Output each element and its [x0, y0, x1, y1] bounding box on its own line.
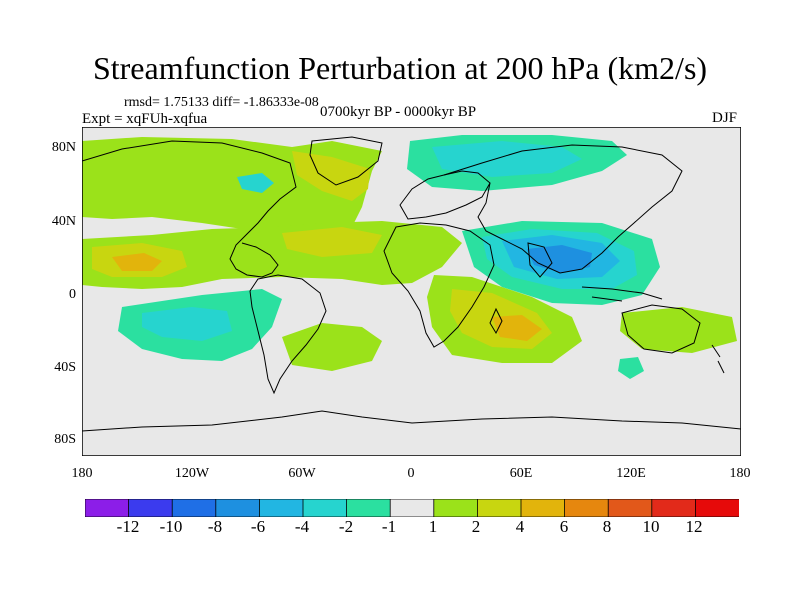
coastline-indonesia — [581, 286, 663, 302]
colorbar-label: -1 — [381, 517, 397, 536]
lon-tick-120w: 120W — [174, 466, 210, 481]
colorbar-label: 2 — [471, 517, 481, 536]
lat-tick-40n: 40N — [51, 214, 76, 229]
contour-region-atlantic-yellow — [282, 227, 382, 257]
experiment-label: Expt = xqFUh-xqfua — [82, 111, 208, 127]
colorbar-label: -4 — [294, 517, 310, 536]
colorbar-label: 8 — [602, 517, 612, 536]
contour-region-north-atlantic-mid — [292, 151, 370, 201]
lon-tick-180e: 180 — [729, 466, 751, 481]
coastlines — [82, 136, 741, 432]
lat-tick-0: 0 — [69, 287, 76, 302]
colorbar-label: -8 — [207, 517, 223, 536]
colorbar-label: -12 — [116, 517, 140, 536]
colorbar-swatch — [128, 499, 174, 517]
colorbar-label: -6 — [250, 517, 266, 536]
colorbar — [85, 499, 739, 517]
lat-tick-40s: 40S — [54, 360, 76, 375]
contour-fill-layer — [82, 135, 737, 379]
lon-tick-60e: 60E — [509, 466, 533, 481]
colorbar-swatch — [695, 499, 739, 517]
colorbar-swatch — [346, 499, 392, 517]
coastline-greenland — [309, 136, 383, 186]
colorbar-swatch — [302, 499, 348, 517]
colorbar-label: -10 — [159, 517, 183, 536]
colorbar-label: 1 — [428, 517, 438, 536]
contour-region-asia-negative-deep — [527, 245, 592, 273]
colorbar-swatch — [651, 499, 697, 517]
map-panel — [82, 127, 741, 456]
coastline-south-america — [249, 274, 327, 395]
season-label: DJF — [712, 110, 738, 126]
contour-region-siberia-inner — [432, 141, 582, 177]
lat-tick-80n: 80N — [51, 140, 76, 155]
colorbar-label: 10 — [642, 517, 660, 536]
contour-region-south-pacific-inner — [142, 307, 232, 341]
colorbar-swatch — [564, 499, 610, 517]
lon-tick-180w: 180 — [71, 466, 93, 481]
coastline-new-zealand — [711, 344, 725, 374]
colorbar-label: -2 — [338, 517, 354, 536]
colorbar-swatch — [85, 499, 130, 517]
colorbar-label: 12 — [685, 517, 703, 536]
coastline-india — [527, 242, 553, 278]
contour-region-indian-ocean-orange — [492, 315, 542, 341]
colorbar-label: 6 — [559, 517, 569, 536]
colorbar-swatch — [607, 499, 653, 517]
colorbar-swatch — [433, 499, 479, 517]
period-label: 0700kyr BP - 0000kyr BP — [320, 104, 477, 120]
colorbar-swatch — [476, 499, 522, 517]
coastline-north-america — [82, 140, 297, 278]
colorbar-label: 4 — [515, 517, 525, 536]
colorbar-swatch — [215, 499, 261, 517]
contour-region-tasman-negative — [618, 357, 644, 379]
page-title: Streamfunction Perturbation at 200 hPa (… — [92, 50, 708, 86]
contour-region-pacific-orange — [112, 253, 162, 271]
coastline-asia — [443, 144, 683, 274]
colorbar-swatch — [258, 499, 304, 517]
contour-region-south-atlantic-positive — [282, 323, 382, 371]
colorbar-swatch — [389, 499, 435, 517]
contour-region-australia-positive — [620, 307, 737, 353]
coastline-australia — [621, 304, 701, 354]
lon-tick-0: 0 — [407, 466, 415, 481]
lon-tick-60w: 60W — [288, 466, 316, 481]
contour-region-subpolar-blue — [237, 173, 274, 193]
coastline-antarctica — [82, 410, 741, 432]
coastline-madagascar — [489, 307, 503, 335]
colorbar-swatch — [171, 499, 217, 517]
coastline-africa — [383, 222, 495, 348]
stats-text: rmsd= 1.75133 diff= -1.86333e-08 — [124, 95, 319, 110]
colorbar-swatch — [520, 499, 566, 517]
lat-tick-80s: 80S — [54, 432, 76, 447]
lon-tick-120e: 120E — [616, 466, 646, 481]
